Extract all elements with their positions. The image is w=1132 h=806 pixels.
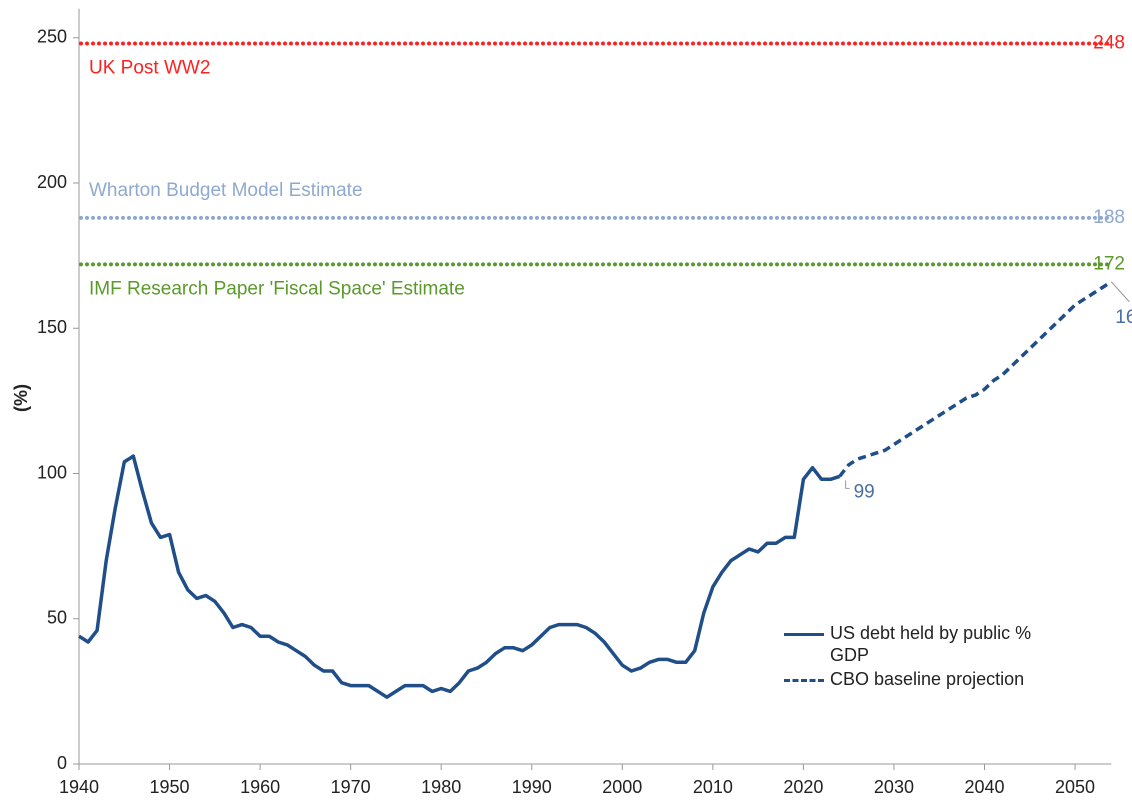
legend-item: US debt held by public % GDP xyxy=(780,622,1100,666)
series-line xyxy=(78,454,841,699)
reference-label: Wharton Budget Model Estimate xyxy=(89,180,363,201)
legend-swatch xyxy=(784,633,824,636)
legend-label: CBO baseline projection xyxy=(830,669,1025,689)
legend-item: CBO baseline projection xyxy=(780,668,1100,690)
x-tick-label: 2050 xyxy=(1055,777,1095,797)
legend-label: US debt held by public % GDP xyxy=(830,623,1032,665)
x-tick-label: 2010 xyxy=(693,777,733,797)
leader xyxy=(1110,281,1130,303)
reference-label: UK Post WW2 xyxy=(89,58,210,79)
y-tick-label: 0 xyxy=(57,753,67,773)
x-tick-label: 1980 xyxy=(421,777,461,797)
legend-swatch xyxy=(784,679,824,682)
reference-value: 188 xyxy=(1093,207,1125,228)
legend: US debt held by public % GDP CBO baseline… xyxy=(780,622,1100,692)
x-tick-label: 2000 xyxy=(602,777,642,797)
reference-value: 248 xyxy=(1093,33,1125,54)
x-tick-label: 2040 xyxy=(964,777,1004,797)
x-tick-label: 2030 xyxy=(874,777,914,797)
end-label: 99 xyxy=(854,481,875,502)
x-tick-label: 1940 xyxy=(59,777,99,797)
reference-label: IMF Research Paper 'Fiscal Space' Estima… xyxy=(89,278,465,299)
reference-value: 172 xyxy=(1093,253,1125,274)
x-tick-label: 1970 xyxy=(331,777,371,797)
x-tick-label: 1950 xyxy=(150,777,190,797)
leader xyxy=(845,480,850,489)
x-tick-label: 1990 xyxy=(512,777,552,797)
end-label: 166 xyxy=(1115,307,1132,328)
y-tick-label: 250 xyxy=(37,27,67,47)
x-tick-label: 1960 xyxy=(240,777,280,797)
x-tick-label: 2020 xyxy=(783,777,823,797)
series-line xyxy=(838,280,1113,478)
y-tick-label: 50 xyxy=(47,608,67,628)
y-tick-label: 200 xyxy=(37,172,67,192)
y-axis-label: (%) xyxy=(11,384,31,412)
y-tick-label: 150 xyxy=(37,317,67,337)
y-tick-label: 100 xyxy=(37,462,67,482)
